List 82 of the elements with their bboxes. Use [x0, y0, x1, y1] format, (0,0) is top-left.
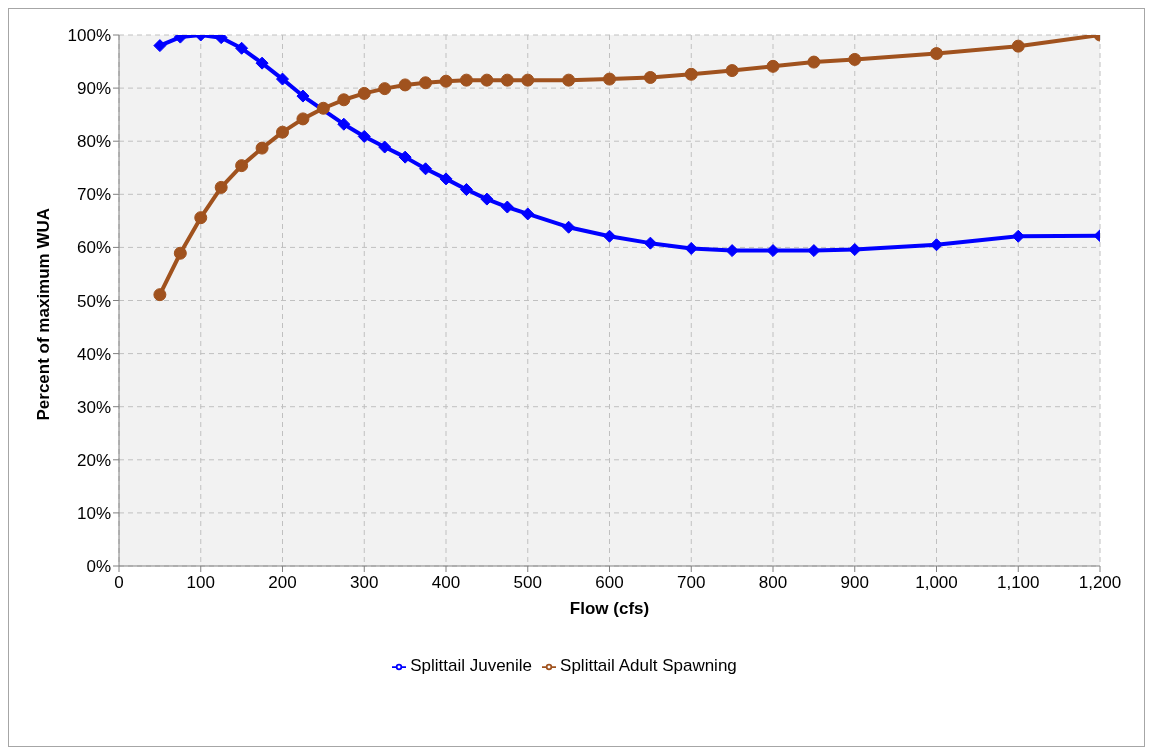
point — [1011, 39, 1025, 53]
point — [603, 72, 616, 86]
x-tick-label: 1,000 — [915, 573, 958, 592]
point — [521, 73, 535, 87]
point — [357, 86, 371, 100]
x-tick-label: 1,200 — [1078, 573, 1122, 592]
point — [439, 74, 453, 88]
point — [500, 73, 514, 87]
point — [398, 150, 412, 164]
point — [807, 55, 821, 69]
point — [378, 82, 392, 96]
point — [459, 73, 473, 87]
x-tick-label: 200 — [268, 573, 297, 592]
x-tick-label: 100 — [186, 573, 215, 592]
y-tick-label: 70% — [76, 185, 111, 205]
point — [603, 229, 616, 243]
point — [562, 73, 576, 87]
point — [684, 67, 698, 81]
point — [398, 78, 412, 92]
point — [930, 47, 943, 61]
point — [766, 59, 780, 73]
point — [419, 76, 433, 90]
x-tick-label: 700 — [677, 573, 706, 592]
point — [214, 180, 228, 194]
point — [378, 140, 392, 154]
point — [1011, 229, 1025, 243]
y-tick-label: 90% — [76, 79, 111, 99]
point — [500, 200, 514, 214]
x-tick-label: 300 — [350, 573, 379, 592]
point — [337, 117, 351, 131]
point — [296, 112, 310, 126]
legend-label: Splittail Juvenile — [410, 656, 533, 675]
point — [194, 211, 208, 225]
point — [173, 246, 187, 260]
point — [276, 72, 289, 86]
point — [439, 172, 453, 186]
x-tick-label: 900 — [840, 573, 869, 592]
y-tick-label: 30% — [76, 397, 111, 417]
point — [848, 52, 862, 66]
point — [235, 41, 249, 55]
y-tick-label: 10% — [76, 503, 111, 523]
point — [725, 244, 739, 258]
point — [643, 70, 657, 84]
point — [848, 243, 862, 257]
y-tick-label: 20% — [76, 450, 111, 470]
x-tick-label: 600 — [595, 573, 624, 592]
x-tick-label: 1,100 — [996, 573, 1040, 592]
x-axis-title: Flow (cfs) — [569, 599, 650, 618]
point — [930, 238, 943, 252]
y-tick-label: 50% — [76, 291, 111, 311]
y-tick-label: 80% — [76, 132, 111, 152]
point — [521, 207, 535, 221]
point — [684, 241, 698, 255]
point — [419, 162, 433, 176]
point — [480, 192, 494, 206]
point — [316, 101, 330, 115]
point — [480, 73, 494, 87]
point — [276, 125, 289, 139]
point — [255, 56, 269, 70]
point — [235, 159, 249, 173]
y-tick-label: 0% — [86, 557, 111, 577]
point — [153, 288, 167, 302]
point — [357, 129, 371, 143]
point — [153, 39, 167, 53]
x-tick-label: 800 — [758, 573, 788, 592]
x-tick-label: 0 — [114, 573, 124, 592]
y-tick-label: 100% — [67, 26, 111, 46]
point — [562, 220, 576, 234]
point — [807, 244, 821, 258]
y-tick-label: 40% — [76, 344, 111, 364]
point — [459, 183, 473, 197]
x-tick-label: 500 — [513, 573, 542, 592]
point — [643, 236, 657, 250]
point — [255, 141, 269, 155]
point — [725, 64, 739, 78]
y-axis-title: Percent of maximum WUA — [34, 207, 54, 421]
point — [337, 93, 351, 107]
legend-label: Splittail Adult Spawning — [560, 656, 737, 675]
x-tick-label: 400 — [431, 573, 461, 592]
point — [766, 244, 780, 258]
y-tick-label: 60% — [76, 238, 111, 258]
point — [296, 89, 310, 103]
